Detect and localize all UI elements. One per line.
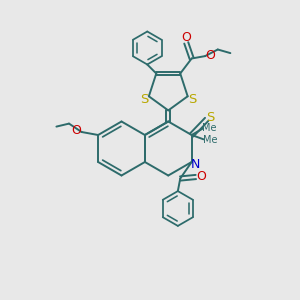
Text: O: O	[181, 31, 191, 44]
Text: S: S	[206, 111, 215, 124]
Text: O: O	[72, 124, 82, 137]
Text: N: N	[190, 158, 200, 171]
Text: O: O	[196, 170, 206, 184]
Text: S: S	[188, 93, 197, 106]
Text: S: S	[140, 93, 148, 106]
Text: Me: Me	[203, 135, 217, 145]
Text: Me: Me	[202, 123, 216, 133]
Text: O: O	[205, 49, 215, 62]
